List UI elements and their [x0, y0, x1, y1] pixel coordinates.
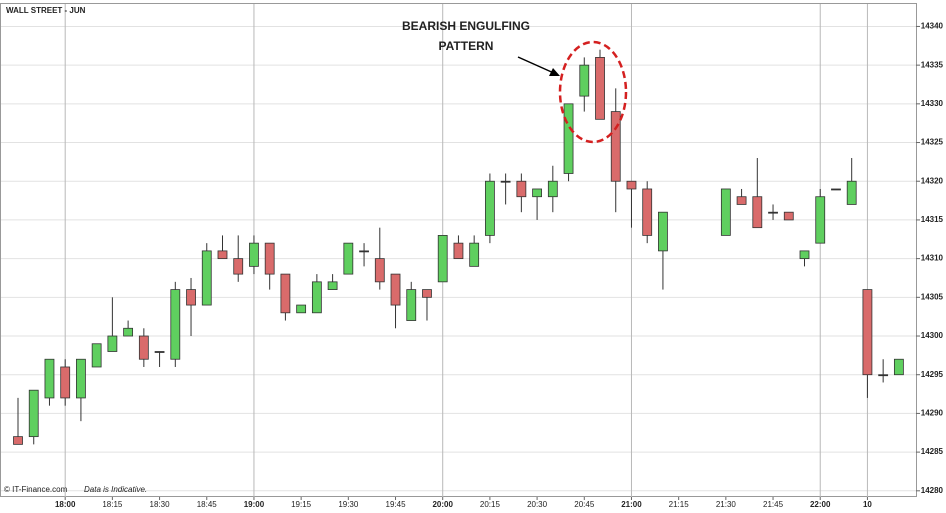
- arrow-head: [549, 68, 560, 76]
- candle-body: [610, 111, 621, 182]
- candle-body: [138, 335, 149, 360]
- annotation: BEARISH ENGULFING: [402, 19, 530, 33]
- y-tick-label: 14280: [921, 486, 944, 495]
- y-tick-label: 14335: [921, 60, 944, 69]
- candle-body: [532, 188, 542, 198]
- candle-body: [28, 389, 39, 438]
- candle-body: [296, 304, 307, 314]
- chart-title: WALL STREET - JUN: [6, 6, 86, 15]
- candle-body: [233, 258, 244, 275]
- x-tick-label: 21:30: [716, 500, 737, 509]
- candle-body: [390, 273, 401, 306]
- candle-body: [516, 180, 527, 198]
- candle-body: [658, 211, 668, 252]
- highlight-ellipse: [558, 40, 628, 144]
- candle-body: [406, 289, 417, 321]
- x-tick-label: 18:45: [197, 500, 218, 509]
- x-tick-label: 18:30: [150, 500, 171, 509]
- candle-body: [846, 180, 857, 205]
- candle-body: [469, 242, 480, 267]
- candle-body: [170, 289, 181, 360]
- candle-body: [249, 242, 259, 267]
- candle-body: [563, 103, 574, 174]
- candle-body: [799, 250, 810, 260]
- y-tick-label: 14290: [921, 409, 944, 418]
- footer: © IT-Finance.com: [4, 485, 68, 494]
- x-tick-label: 21:15: [669, 500, 690, 509]
- x-tick-label: 19:00: [244, 500, 265, 509]
- x-tick-label: 18:00: [55, 500, 76, 509]
- x-tick-label: 19:45: [386, 500, 407, 509]
- candle-body: [217, 250, 228, 260]
- arrow: [517, 56, 557, 75]
- x-tick-label: 19:30: [338, 500, 359, 509]
- candle-body: [736, 196, 747, 205]
- candle-body: [311, 281, 322, 314]
- candle-body: [91, 343, 102, 368]
- candle-body: [579, 64, 590, 97]
- candle-body: [44, 358, 55, 399]
- candle-body: [13, 436, 23, 445]
- candle-body: [484, 180, 495, 236]
- candle-body: [343, 242, 354, 275]
- y-tick-label: 14305: [921, 292, 944, 301]
- y-tick-label: 14285: [921, 447, 944, 456]
- candle-body: [76, 358, 86, 399]
- candle-body: [547, 180, 558, 198]
- candle-body: [107, 335, 118, 352]
- x-tick-label: 22:00: [810, 500, 831, 509]
- x-tick-label: 20:15: [480, 500, 501, 509]
- footer-note: Data is Indicative.: [84, 485, 147, 494]
- candle-body: [783, 211, 794, 221]
- y-tick-label: 14340: [921, 22, 944, 31]
- y-tick-label: 14295: [921, 370, 944, 379]
- x-tick-label: 19:15: [291, 500, 312, 509]
- candle-body: [642, 188, 653, 236]
- candle-body: [374, 258, 385, 283]
- candle-body: [60, 366, 71, 399]
- candle-body: [280, 273, 291, 314]
- y-tick-label: 14315: [921, 215, 944, 224]
- annotation: PATTERN: [439, 39, 494, 53]
- candle-body: [186, 289, 196, 306]
- x-tick-label: 21:00: [621, 500, 642, 509]
- candle-body: [862, 289, 873, 376]
- candle-body: [815, 196, 826, 244]
- x-tick-label: 20:00: [432, 500, 453, 509]
- candle-body: [359, 250, 369, 253]
- candle-body: [626, 180, 637, 190]
- plot-frame: [0, 3, 917, 497]
- candle-body: [201, 250, 212, 306]
- x-tick-label: 20:30: [527, 500, 548, 509]
- candle-body: [595, 57, 605, 120]
- y-tick-label: 14320: [921, 176, 944, 185]
- x-tick-label: 20:45: [574, 500, 595, 509]
- candle-body: [878, 374, 889, 377]
- candle-body: [154, 351, 165, 353]
- candle-body: [422, 289, 432, 298]
- candle-body: [500, 180, 511, 183]
- candle-body: [831, 188, 841, 191]
- candle-body: [437, 235, 448, 283]
- candle-body: [893, 358, 904, 376]
- candle-body: [768, 211, 778, 214]
- y-tick-label: 14310: [921, 254, 944, 263]
- x-tick-label: 21:45: [763, 500, 784, 509]
- y-tick-label: 14325: [921, 138, 944, 147]
- y-tick-label: 14300: [921, 331, 944, 340]
- candle-body: [752, 196, 763, 229]
- candle-body: [264, 242, 275, 275]
- candle-body: [453, 242, 464, 260]
- candle-body: [720, 188, 731, 236]
- candle-body: [123, 327, 134, 337]
- y-tick-label: 14330: [921, 99, 944, 108]
- x-tick-label: 10: [863, 500, 872, 509]
- x-tick-label: 18:15: [102, 500, 123, 509]
- candle-body: [327, 281, 338, 290]
- candles: [13, 49, 904, 445]
- grid: [1, 4, 916, 497]
